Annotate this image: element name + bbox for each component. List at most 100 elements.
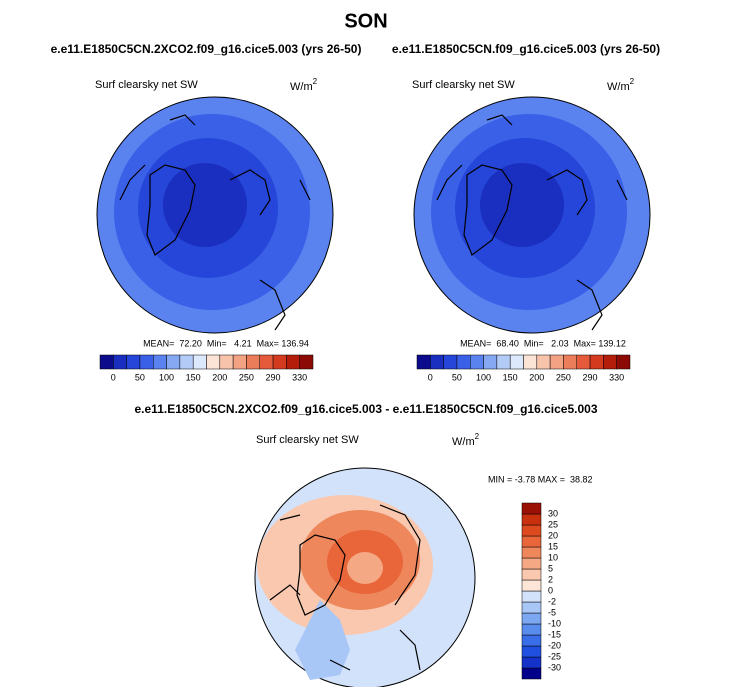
- colorbar-box: [272, 354, 287, 370]
- colorbar-box: [521, 546, 542, 559]
- colorbar-box: [126, 354, 141, 370]
- units-label: W/m2: [607, 77, 635, 93]
- coastline: [436, 114, 628, 331]
- colorbar-box: [521, 513, 542, 526]
- colorbar-label: -15: [548, 629, 561, 639]
- colorbar-box: [483, 354, 498, 370]
- colorbar-box: [456, 354, 471, 370]
- colorbar-box: [616, 354, 631, 370]
- units-base: W/m: [607, 81, 630, 93]
- colorbar-box: [192, 354, 207, 370]
- colorbar-box: [576, 354, 591, 370]
- colorbar-label: 0: [548, 585, 553, 595]
- colorbar-box: [521, 656, 542, 669]
- colorbar-box: [232, 354, 247, 370]
- colorbar-label: 5: [548, 563, 553, 573]
- colorbar-label: 100: [476, 372, 491, 382]
- colorbar-label: 0: [111, 372, 116, 382]
- colorbar-label: -30: [548, 662, 561, 672]
- colorbar-box: [416, 354, 431, 370]
- colorbar-label: 50: [135, 372, 145, 382]
- units-exponent: 2: [313, 77, 318, 86]
- panel-stats: MEAN= 72.20 Min= 4.21 Max= 136.94: [143, 338, 309, 348]
- colorbar-label: -25: [548, 651, 561, 661]
- colorbar-box: [523, 354, 538, 370]
- colorbar-label: 2: [548, 574, 553, 584]
- coastline: [119, 114, 311, 331]
- panel-variable: Surf clearsky net SW: [95, 79, 198, 91]
- map-ring: [163, 163, 247, 247]
- colorbar-box: [521, 612, 542, 625]
- units-label: W/m2: [452, 432, 480, 448]
- map-difference: [254, 467, 476, 687]
- colorbar-label: 50: [452, 372, 462, 382]
- colorbar-box: [259, 354, 274, 370]
- panel-case: e.e11.E1850C5CN.2XCO2.f09_g16.cice5.003 …: [51, 42, 362, 56]
- colorbar-box: [521, 557, 542, 570]
- units-label: W/m2: [290, 77, 318, 93]
- colorbar-box: [139, 354, 154, 370]
- colorbar-label: -20: [548, 640, 561, 650]
- colorbar-label: 250: [556, 372, 571, 382]
- colorbar-label: 100: [159, 372, 174, 382]
- colorbar-label: -10: [548, 618, 561, 628]
- colorbar-label: 330: [292, 372, 307, 382]
- colorbar-box: [521, 590, 542, 603]
- colorbar-box: [521, 568, 542, 581]
- colorbar-label: 250: [239, 372, 254, 382]
- colorbar-box: [470, 354, 484, 370]
- colorbar-box: [521, 667, 542, 680]
- figure-title: SON: [344, 10, 387, 32]
- colorbar-label: 330: [609, 372, 624, 382]
- map-ring: [480, 163, 564, 247]
- colorbar-label: 30: [548, 508, 558, 518]
- colorbar-label: 25: [548, 519, 558, 529]
- difference-variable: Surf clearsky net SW: [256, 434, 359, 446]
- colorbar-box: [521, 645, 542, 658]
- colorbar-box: [589, 354, 604, 370]
- colorbar-box: [603, 354, 617, 370]
- colorbar-box: [246, 354, 260, 370]
- colorbar-box: [509, 354, 524, 370]
- colorbar-box: [206, 354, 221, 370]
- units-exponent: 2: [630, 77, 635, 86]
- colorbar-label: -5: [548, 607, 556, 617]
- colorbar-box: [153, 354, 167, 370]
- units-exponent: 2: [475, 432, 480, 441]
- colorbar-box: [496, 354, 511, 370]
- map-region: [295, 600, 350, 680]
- colorbar-label: 150: [503, 372, 518, 382]
- colorbar-box: [113, 354, 127, 370]
- map-panel-1: [96, 96, 334, 334]
- colorbar-box: [521, 535, 542, 548]
- colorbar-label: 0: [428, 372, 433, 382]
- map-region: [347, 552, 383, 584]
- colorbar-label: 15: [548, 541, 558, 551]
- colorbar-label: 200: [529, 372, 544, 382]
- colorbar-label: 200: [212, 372, 227, 382]
- colorbar-box: [521, 502, 542, 515]
- panel-variable: Surf clearsky net SW: [412, 79, 515, 91]
- colorbar-box: [521, 601, 542, 614]
- colorbar-label: 290: [583, 372, 598, 382]
- colorbar-box: [536, 354, 551, 370]
- colorbar-box: [443, 354, 458, 370]
- colorbar-label: 20: [548, 530, 558, 540]
- difference-stats: MIN = -3.78 MAX = 38.82: [488, 474, 593, 484]
- colorbar-box: [563, 354, 577, 370]
- colorbar-label: 290: [266, 372, 281, 382]
- colorbar-label: 150: [186, 372, 201, 382]
- coastline: [269, 504, 421, 671]
- colorbar-box: [521, 634, 542, 647]
- difference-case: e.e11.E1850C5CN.2XCO2.f09_g16.cice5.003 …: [135, 402, 598, 416]
- colorbar-box: [299, 354, 314, 370]
- colorbar-box: [521, 623, 542, 636]
- colorbar-box: [166, 354, 181, 370]
- colorbar-label: -2: [548, 596, 556, 606]
- colorbar-box: [219, 354, 234, 370]
- units-base: W/m: [452, 436, 475, 448]
- colorbar-box: [430, 354, 444, 370]
- units-base: W/m: [290, 81, 313, 93]
